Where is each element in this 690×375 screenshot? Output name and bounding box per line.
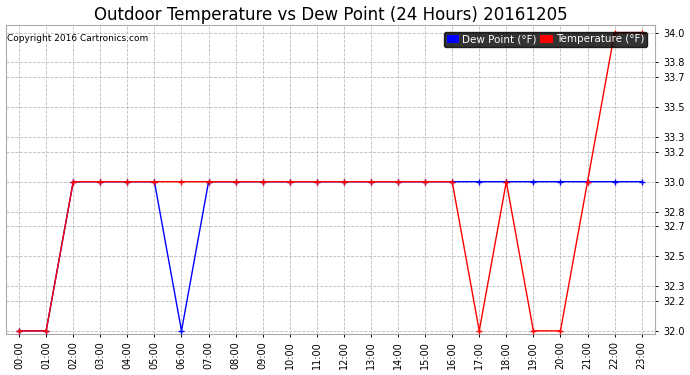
Text: Copyright 2016 Cartronics.com: Copyright 2016 Cartronics.com: [7, 34, 148, 44]
Legend: Dew Point (°F), Temperature (°F): Dew Point (°F), Temperature (°F): [444, 32, 647, 47]
Title: Outdoor Temperature vs Dew Point (24 Hours) 20161205: Outdoor Temperature vs Dew Point (24 Hou…: [94, 6, 567, 24]
